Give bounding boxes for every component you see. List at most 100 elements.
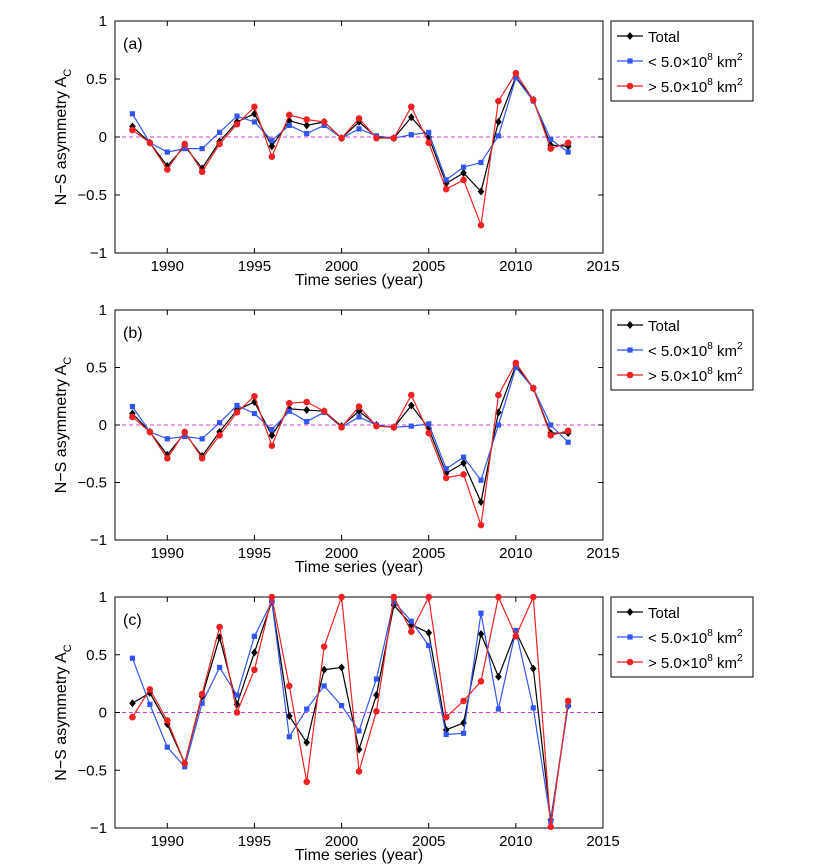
data-point-diamond [251,398,258,406]
y-tick-label: 0.5 [86,360,107,377]
data-point-circle [233,709,241,716]
data-point-circle [233,409,241,416]
y-tick-label: −1 [90,245,107,262]
data-point-square [286,734,292,740]
data-point-circle [477,221,485,229]
legend-label-unit: km [713,54,737,71]
legend-label-text: < 5.0×10 [648,630,707,647]
data-point-square [460,454,467,460]
y-tick-label: 0 [99,705,107,722]
data-point-circle [373,708,380,715]
data-point-diamond [216,633,223,642]
data-point-square [426,421,432,427]
legend-marker [626,82,634,90]
data-point-circle [285,399,293,407]
data-point-square [182,433,188,440]
legend-label-unit-superscript: 2 [737,341,743,352]
data-point-circle [547,823,555,831]
data-point-circle [268,442,276,450]
legend-label: Total [648,29,680,46]
data-point-square [495,133,502,139]
data-point-square [164,436,170,442]
data-point-circle [338,134,345,142]
data-point-square [408,132,414,138]
panel-label: (a) [123,36,143,53]
data-point-circle [564,427,572,435]
x-tick-label: 2000 [325,545,358,562]
data-point-square [565,149,571,155]
x-axis-title: Time series (year) [295,272,423,289]
data-point-square [408,618,414,624]
legend-marker [627,634,633,640]
data-point-circle [373,134,380,142]
data-point-square [199,700,205,706]
x-tick-label: 2005 [412,258,445,275]
data-point-circle [390,593,398,601]
y-tick-label: 0 [99,129,107,146]
data-point-circle [320,643,328,650]
data-point-circle [390,134,398,142]
data-point-circle [320,118,328,126]
data-point-diamond [303,121,311,130]
legend-label-unit-superscript: 2 [737,366,743,377]
data-point-square [164,149,170,155]
data-point-circle [512,632,520,640]
legend-label-text: > 5.0×10 [648,655,707,672]
legend-label: Total [648,605,680,622]
x-tick-label: 1990 [151,545,184,562]
y-tick-label: −0.5 [77,475,107,492]
legend-label: > 5.0×108 km2 [648,653,743,672]
series-line [131,599,569,822]
data-point-square [216,664,223,671]
y-axis-title-subscript: C [62,357,74,365]
data-point-circle [442,474,450,482]
data-point-circle [460,697,467,705]
data-point-diamond [373,691,380,700]
data-point-circle [146,686,154,693]
x-tick-label: 2005 [412,545,445,562]
data-point-circle [355,768,363,775]
data-point-square [216,420,223,426]
data-point-square [269,137,275,144]
x-tick-label: 1995 [238,833,271,850]
data-point-circle [477,678,485,685]
data-point-circle [303,778,311,786]
y-tick-label: −0.5 [77,762,107,779]
legend-label-superscript: 8 [707,366,713,377]
panel-label: (c) [123,612,142,629]
legend-label: > 5.0×108 km2 [648,77,743,96]
data-point-circle [495,593,502,601]
legend-label: > 5.0×108 km2 [648,366,743,385]
legend-label-unit: km [713,343,737,360]
data-point-circle [198,168,206,176]
x-tick-label: 2010 [499,258,532,275]
series-large-area [129,593,572,831]
data-point-circle [146,139,154,147]
data-point-circle [285,111,293,119]
data-point-diamond [251,109,258,118]
data-point-circle [442,185,450,193]
data-point-circle [163,166,171,173]
data-point-circle [407,628,415,635]
data-point-square [251,119,258,125]
chart-panel-b: 1990 1995 2000 2005 2010 2015 −1 −0.5 0 0.5 1 Time … [53,302,754,576]
data-point-square [460,164,467,170]
data-point-square [269,427,275,433]
legend: Total< 5.0×108 km2> 5.0×108 km2 [610,596,754,678]
legend-label: < 5.0×108 km2 [648,341,743,360]
data-point-square [199,436,205,442]
data-point-square [234,402,240,409]
data-point-square [548,422,554,428]
data-point-diamond [285,711,293,720]
series-large-area [129,69,572,229]
legend-label-unit: km [713,79,737,96]
x-tick-label: 2010 [499,833,532,850]
data-point-diamond [338,663,345,672]
legend-box [610,596,754,678]
data-point-square [426,129,432,135]
legend-label-unit: km [713,655,737,672]
data-point-square [530,705,536,711]
data-point-square [513,364,519,371]
legend-label-text: > 5.0×10 [648,79,707,96]
data-point-diamond [129,409,136,418]
